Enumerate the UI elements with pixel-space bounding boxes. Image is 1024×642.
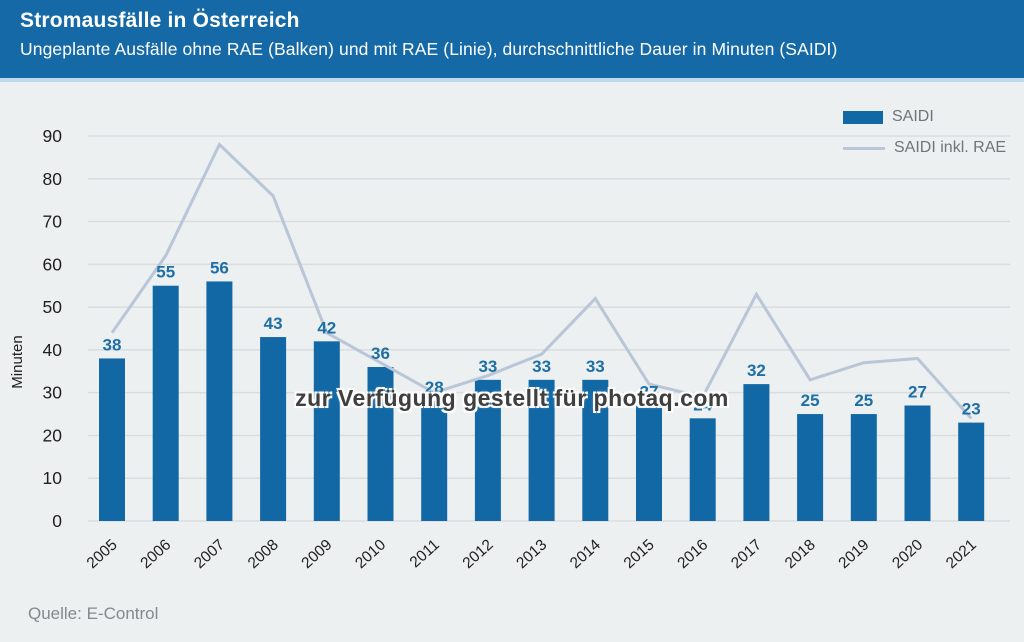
bar-value-label-2019: 25 (854, 391, 873, 410)
bar-2009 (313, 341, 340, 521)
bar-value-label-2021: 23 (962, 400, 981, 419)
legend-label-saidi: SAIDI (892, 108, 934, 125)
bar-value-label-2012: 33 (478, 357, 497, 376)
x-tick-label-2013: 2013 (513, 536, 550, 572)
x-tick-label-2020: 2020 (889, 536, 926, 572)
x-tick-label-2017: 2017 (728, 536, 765, 572)
x-tick-label-2012: 2012 (460, 536, 497, 572)
y-tick-label: 70 (43, 212, 63, 232)
y-tick-label: 10 (43, 468, 63, 488)
bar-2016 (689, 418, 716, 521)
y-tick-label: 90 (43, 126, 63, 146)
x-tick-label-2018: 2018 (782, 536, 819, 572)
bar-value-label-2013: 33 (532, 357, 551, 376)
bar-2021 (958, 422, 985, 521)
bar-2011 (421, 401, 448, 521)
x-tick-label-2015: 2015 (621, 536, 658, 572)
y-tick-label: 0 (52, 511, 62, 531)
saidi-inkl-rae-line-swatch-icon (843, 146, 885, 150)
bar-2018 (797, 414, 824, 521)
x-tick-label-2008: 2008 (245, 536, 282, 572)
bar-value-label-2005: 38 (103, 335, 122, 354)
y-tick-label: 30 (43, 383, 63, 403)
bar-value-label-2015: 27 (640, 383, 659, 402)
page-subtitle: Ungeplante Ausfälle ohne RAE (Balken) un… (20, 39, 838, 59)
source-credit: Quelle: E-Control (28, 604, 159, 623)
bar-value-label-2016: 24 (693, 395, 712, 414)
x-tick-label-2011: 2011 (407, 536, 443, 571)
bar-2015 (636, 405, 662, 521)
bar-2005 (99, 358, 125, 521)
y-axis-title: Minuten (9, 335, 26, 388)
bar-value-label-2018: 25 (801, 391, 820, 410)
saidi-inkl-rae-line (110, 142, 973, 420)
bar-value-label-2006: 55 (156, 263, 175, 282)
bar-value-label-2017: 32 (747, 361, 766, 380)
bar-value-label-2008: 43 (264, 314, 283, 333)
x-tick-label-2009: 2009 (298, 536, 335, 572)
x-tick-label-2021: 2021 (943, 536, 980, 572)
bar-2020 (904, 405, 931, 521)
x-tick-label-2014: 2014 (567, 536, 604, 572)
bar-value-label-2011: 28 (425, 378, 444, 397)
bar-value-label-2009: 42 (317, 318, 336, 337)
bar-value-label-2010: 36 (371, 344, 390, 363)
y-tick-label: 80 (43, 169, 63, 189)
bar-2019 (850, 414, 877, 521)
x-tick-label-2005: 2005 (84, 536, 121, 572)
legend-item-saidi: SAIDI (843, 108, 934, 126)
x-tick-label-2006: 2006 (137, 536, 174, 572)
bar-value-label-2007: 56 (210, 258, 229, 277)
page-title: Stromausfälle in Österreich (20, 9, 300, 32)
bar-2014 (582, 379, 609, 521)
x-tick-label-2007: 2007 (191, 536, 228, 572)
x-tick-label-2010: 2010 (352, 536, 389, 572)
legend-label-saidi-inkl-rae: SAIDI inkl. RAE (894, 139, 1007, 156)
x-tick-label-2019: 2019 (835, 536, 872, 572)
bar-2008 (260, 337, 287, 521)
bar-value-label-2020: 27 (908, 383, 927, 402)
saidi-bar-swatch-icon (843, 110, 883, 124)
bar-2006 (152, 285, 179, 521)
watermark: zur Verfügung gestellt für photaq.com (295, 385, 729, 411)
bar-2010 (367, 367, 394, 521)
legend-item-saidi-inkl-rae: SAIDI inkl. RAE (843, 139, 1006, 157)
y-tick-label: 50 (43, 297, 63, 317)
bar-value-label-2014: 33 (586, 357, 605, 376)
bar-2017 (743, 384, 770, 521)
y-tick-label: 60 (43, 254, 63, 274)
bar-2007 (206, 281, 233, 521)
x-tick-label-2016: 2016 (674, 536, 711, 572)
y-tick-label: 20 (43, 425, 63, 445)
bar-2013 (528, 379, 555, 521)
bar-2012 (474, 379, 501, 521)
chart-header: Stromausfälle in Österreich Ungeplante A… (0, 0, 1024, 82)
y-tick-label: 40 (43, 340, 63, 360)
